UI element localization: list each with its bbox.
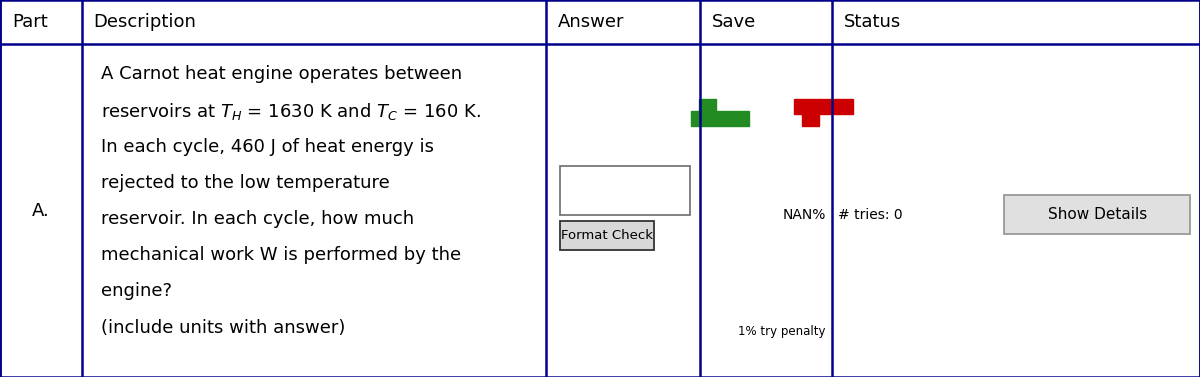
Text: reservoirs at $T_{H}$ = 1630 K and $T_{C}$ = 160 K.: reservoirs at $T_{H}$ = 1630 K and $T_{C… bbox=[101, 101, 481, 123]
Text: Description: Description bbox=[94, 13, 197, 31]
Bar bbox=[1004, 195, 1190, 234]
Text: reservoir. In each cycle, how much: reservoir. In each cycle, how much bbox=[101, 210, 414, 228]
Text: Format Check: Format Check bbox=[562, 229, 653, 242]
Text: A Carnot heat engine operates between: A Carnot heat engine operates between bbox=[101, 65, 462, 83]
Text: NAN%: NAN% bbox=[782, 207, 826, 222]
Bar bbox=[560, 166, 690, 215]
Bar bbox=[560, 221, 654, 250]
PathPatch shape bbox=[691, 99, 749, 126]
Text: # tries: 0: # tries: 0 bbox=[838, 207, 902, 222]
Text: Save: Save bbox=[712, 13, 756, 31]
PathPatch shape bbox=[794, 99, 852, 126]
Text: Status: Status bbox=[844, 13, 901, 31]
Text: In each cycle, 460 J of heat energy is: In each cycle, 460 J of heat energy is bbox=[101, 138, 434, 156]
Text: Answer: Answer bbox=[558, 13, 624, 31]
Text: Show Details: Show Details bbox=[1048, 207, 1147, 222]
Text: Part: Part bbox=[12, 13, 48, 31]
Text: rejected to the low temperature: rejected to the low temperature bbox=[101, 174, 390, 192]
Text: (include units with answer): (include units with answer) bbox=[101, 319, 346, 337]
Text: engine?: engine? bbox=[101, 282, 172, 300]
Text: 1% try penalty: 1% try penalty bbox=[738, 325, 826, 338]
Text: mechanical work W is performed by the: mechanical work W is performed by the bbox=[101, 246, 461, 264]
Text: A.: A. bbox=[32, 202, 49, 220]
